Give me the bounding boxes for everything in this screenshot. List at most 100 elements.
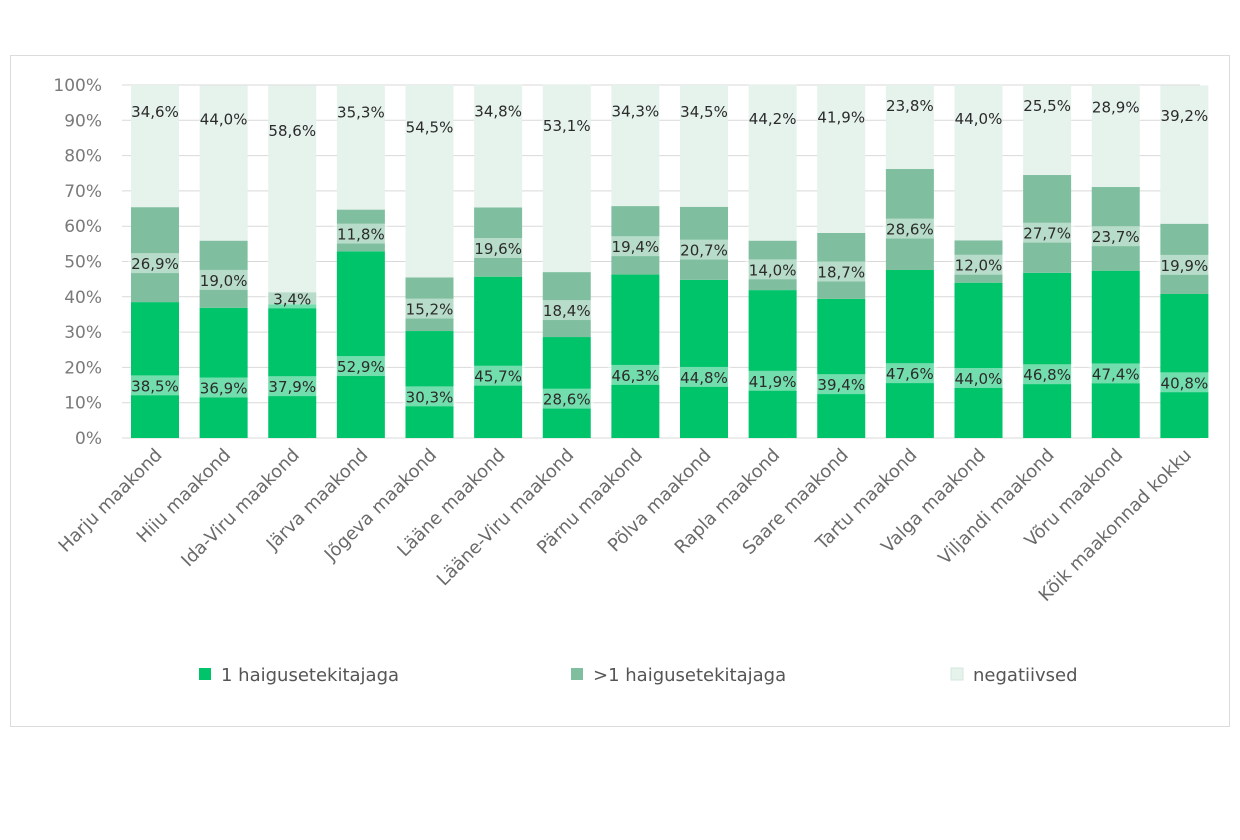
bar-1-haigusetekitajaga-hiiu-maakond[interactable] (199, 240, 248, 308)
data-label-1-haigusetekitajaga: 38,5% (131, 377, 179, 395)
data-label-background (951, 367, 1006, 388)
data-label-background (333, 356, 388, 377)
data-label-1-haigusetekitajaga: 39,4% (817, 376, 865, 394)
y-tick-label: 0% (75, 429, 102, 449)
data-label-1-haigusetekitajaga: 52,9% (337, 358, 385, 376)
data-label-negatiivsed: 28,9% (1092, 98, 1140, 116)
data-label-negatiivsed: 23,8% (886, 97, 934, 115)
bar-negatiivsed-v-ru-maakond[interactable] (1091, 85, 1140, 188)
bar-1-haigusetekitajaga-l-ne-viru-maakond[interactable] (542, 337, 591, 438)
bar-1-haigusetekitajaga-p-lva-maakond[interactable] (680, 206, 728, 280)
y-tick-label: 80% (64, 147, 102, 167)
bar-negatiivsed-j-rva-maakond[interactable] (336, 85, 385, 210)
data-label-negatiivsed: 44,2% (749, 110, 797, 128)
bar-negatiivsed-ida-viru-maakond[interactable] (268, 85, 317, 293)
data-label-negatiivsed: 35,3% (337, 103, 385, 121)
bar-1-haigusetekitajaga-harju-maakond[interactable] (131, 207, 179, 303)
bar-negatiivsed-l-ne-maakond[interactable] (474, 84, 523, 208)
y-tick-label: 100% (53, 76, 102, 96)
bar-1-haigusetekitajaga-k-ik-maakonnad-kokku[interactable] (1160, 293, 1209, 438)
bar-negatiivsed-valga-maakond[interactable] (954, 85, 1003, 241)
bar-1-haigusetekitajaga-j-geva-maakond[interactable] (405, 331, 454, 438)
bar-1-haigusetekitajaga-l-ne-viru-maakond[interactable] (542, 272, 591, 338)
data-label-negatiivsed: 58,6% (268, 122, 316, 140)
data-label-background (128, 375, 182, 396)
legend-swatch-1-haigusetekitajaga[interactable] (199, 668, 211, 680)
bar-1-haigusetekitajaga-valga-maakond[interactable] (954, 282, 1003, 438)
bar-1-haigusetekitajaga-ida-viru-maakond[interactable] (268, 292, 317, 305)
bar-1-haigusetekitajaga-k-ik-maakonnad-kokku[interactable] (1160, 223, 1209, 294)
data-label-negatiivsed: 34,5% (680, 103, 728, 121)
bar-1-haigusetekitajaga-valga-maakond[interactable] (954, 240, 1003, 283)
legend-label[interactable]: 1 haigusetekitajaga (221, 665, 399, 686)
bar-negatiivsed-k-ik-maakonnad-kokku[interactable] (1160, 85, 1209, 224)
data-label-background (128, 253, 182, 274)
bar-1-haigusetekitajaga-v-ru-maakond[interactable] (1091, 270, 1140, 438)
legend-swatch-1-haigusetekitajaga[interactable] (571, 668, 583, 680)
data-label-1-haigusetekitajaga: 36,9% (200, 380, 248, 398)
bar-1-haigusetekitajaga-l-ne-maakond[interactable] (474, 276, 523, 438)
bar-negatiivsed-harju-maakond[interactable] (131, 85, 179, 208)
data-label-1-haigusetekitajaga: 18,4% (543, 302, 591, 320)
bar-1-haigusetekitajaga-v-ru-maakond[interactable] (1091, 187, 1140, 271)
x-tick-label: Lääne-Viru maakond (433, 445, 578, 590)
data-label-1-haigusetekitajaga: 41,9% (749, 373, 797, 391)
data-label-1-haigusetekitajaga: 44,8% (680, 369, 728, 387)
bar-negatiivsed-saare-maakond[interactable] (817, 85, 866, 233)
bar-negatiivsed-p-lva-maakond[interactable] (680, 85, 728, 207)
data-label-background (196, 269, 251, 290)
bar-1-haigusetekitajaga-viljandi-maakond[interactable] (1023, 272, 1072, 438)
bar-1-haigusetekitajaga-rapla-maakond[interactable] (748, 240, 797, 291)
bar-1-haigusetekitajaga-saare-maakond[interactable] (817, 298, 866, 438)
bar-1-haigusetekitajaga-ida-viru-maakond[interactable] (268, 304, 317, 438)
data-label-background (745, 259, 800, 280)
bar-1-haigusetekitajaga-p-lva-maakond[interactable] (680, 279, 728, 438)
data-label-background (882, 363, 937, 384)
bar-1-haigusetekitajaga-j-rva-maakond[interactable] (336, 209, 385, 252)
data-label-1-haigusetekitajaga: 46,8% (1023, 366, 1071, 384)
y-tick-label: 10% (64, 394, 102, 414)
data-label-1-haigusetekitajaga: 46,3% (612, 367, 660, 385)
bar-1-haigusetekitajaga-saare-maakond[interactable] (817, 232, 866, 299)
data-label-background (814, 261, 869, 282)
bar-1-haigusetekitajaga-l-ne-maakond[interactable] (474, 207, 523, 277)
data-label-1-haigusetekitajaga: 19,6% (474, 240, 522, 258)
data-label-background (1020, 364, 1075, 385)
data-label-background (333, 223, 388, 244)
data-label-background (1020, 222, 1075, 243)
legend-swatch-negatiivsed[interactable] (950, 667, 964, 681)
bar-negatiivsed-rapla-maakond[interactable] (748, 84, 797, 241)
data-label-background (814, 374, 869, 395)
bar-negatiivsed-p-rnu-maakond[interactable] (611, 85, 660, 207)
legend-label[interactable]: >1 haigusetekitajaga (593, 665, 786, 686)
bar-negatiivsed-viljandi-maakond[interactable] (1023, 85, 1072, 176)
bar-negatiivsed-tartu-maakond[interactable] (885, 85, 934, 170)
bar-1-haigusetekitajaga-harju-maakond[interactable] (131, 302, 179, 438)
bar-negatiivsed-hiiu-maakond[interactable] (199, 85, 248, 241)
bar-1-haigusetekitajaga-j-rva-maakond[interactable] (336, 251, 385, 438)
bar-1-haigusetekitajaga-viljandi-maakond[interactable] (1023, 175, 1072, 273)
data-label-1-haigusetekitajaga: 23,7% (1092, 228, 1140, 246)
data-label-background (1157, 254, 1212, 275)
y-tick-label: 30% (64, 323, 102, 343)
y-tick-label: 90% (64, 111, 102, 131)
bar-1-haigusetekitajaga-rapla-maakond[interactable] (748, 290, 797, 438)
bar-negatiivsed-l-ne-viru-maakond[interactable] (542, 84, 591, 273)
data-label-negatiivsed: 34,3% (612, 103, 660, 121)
bar-1-haigusetekitajaga-tartu-maakond[interactable] (885, 169, 934, 270)
data-label-background (882, 218, 937, 239)
bar-1-haigusetekitajaga-hiiu-maakond[interactable] (199, 307, 248, 438)
bar-1-haigusetekitajaga-tartu-maakond[interactable] (885, 269, 934, 438)
bar-1-haigusetekitajaga-j-geva-maakond[interactable] (405, 277, 454, 332)
data-label-1-haigusetekitajaga: 28,6% (543, 391, 591, 409)
bar-negatiivsed-j-geva-maakond[interactable] (405, 85, 454, 278)
x-tick-label: Viljandi maakond (934, 445, 1058, 569)
data-label-background (745, 370, 800, 391)
bar-1-haigusetekitajaga-p-rnu-maakond[interactable] (611, 206, 660, 275)
y-tick-label: 40% (64, 288, 102, 308)
y-tick-label: 50% (64, 253, 102, 273)
bar-1-haigusetekitajaga-p-rnu-maakond[interactable] (611, 274, 660, 438)
data-label-background (608, 236, 663, 257)
legend-label[interactable]: negatiivsed (973, 665, 1078, 686)
data-label-1-haigusetekitajaga: 45,7% (474, 368, 522, 386)
